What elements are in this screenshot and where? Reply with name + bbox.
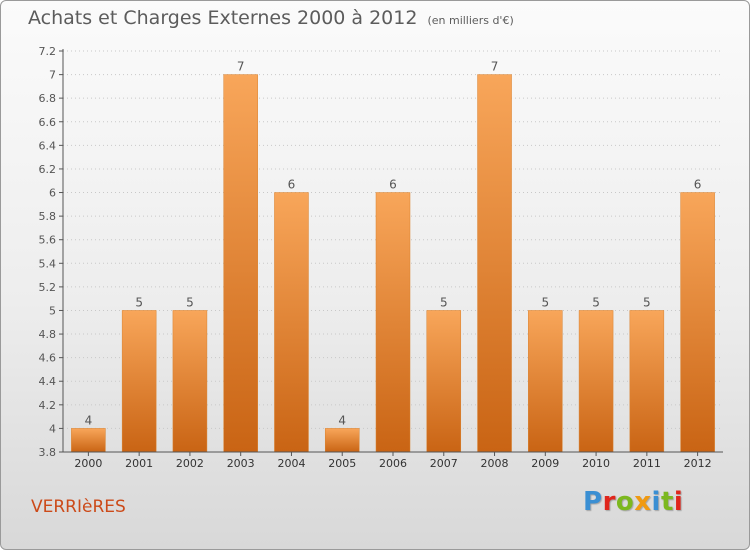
- axes: [59, 49, 723, 456]
- data-label: 5: [592, 295, 600, 309]
- y-tick-label: 6.4: [39, 139, 57, 152]
- logo-letter: r: [602, 487, 616, 517]
- data-label: 5: [135, 295, 143, 309]
- x-tick-label: 2001: [125, 457, 153, 470]
- data-label: 7: [491, 60, 499, 74]
- data-label: 6: [288, 178, 296, 192]
- data-label: 5: [643, 295, 651, 309]
- x-tick-label: 2007: [430, 457, 458, 470]
- x-tick-label: 2009: [531, 457, 559, 470]
- chart-title: Achats et Charges Externes 2000 à 2012: [28, 7, 418, 29]
- y-tick-label: 5.4: [39, 257, 57, 270]
- x-tick-label: 2011: [633, 457, 661, 470]
- bar: [528, 310, 563, 453]
- logo-letter: x: [634, 487, 652, 517]
- logo-letter: i: [651, 487, 661, 517]
- logo-letter: P: [583, 487, 603, 517]
- labels: 3.8 4 4.2 4.4 4.6 4.8 5 5.2 5.4 5.6 5.8 6 6.2 6.4 6.6 6…: [39, 45, 712, 470]
- data-label: 4: [85, 413, 93, 427]
- y-tick-label: 4.4: [39, 375, 57, 388]
- y-tick-label: 7: [49, 69, 56, 82]
- bar: [324, 428, 360, 453]
- y-tick-label: 4.8: [39, 328, 57, 341]
- bar: [375, 192, 411, 453]
- bar: [426, 310, 462, 453]
- bar: [121, 310, 157, 453]
- x-tick-label: 2003: [227, 457, 255, 470]
- y-tick-label: 5.2: [39, 281, 57, 294]
- bar: [629, 310, 665, 453]
- data-label: 5: [541, 295, 549, 309]
- x-tick-label: 2010: [582, 457, 610, 470]
- x-tick-label: 2002: [176, 457, 204, 470]
- logo-letter: t: [660, 487, 674, 517]
- chart-unit: (en milliers d'€): [427, 14, 514, 27]
- y-tick-label: 5.8: [39, 210, 57, 223]
- y-tick-label: 4.2: [39, 399, 57, 412]
- x-tick-label: 2000: [74, 457, 102, 470]
- bar: [172, 310, 208, 453]
- bars: [71, 74, 715, 453]
- x-tick-label: 2012: [684, 457, 712, 470]
- y-tick-label: 5: [49, 304, 56, 317]
- logo-letter: i: [673, 487, 684, 517]
- proxiti-logo[interactable]: Proxiti: [583, 487, 683, 517]
- data-label: 6: [694, 178, 702, 192]
- x-tick-label: 2008: [481, 457, 509, 470]
- x-tick-label: 2006: [379, 457, 407, 470]
- y-tick-label: 6.8: [39, 92, 57, 105]
- bar: [578, 310, 614, 453]
- bar: [223, 74, 258, 453]
- data-label: 7: [237, 60, 245, 74]
- logo-letter: o: [615, 487, 635, 517]
- commune-name: VERRIèRES: [31, 497, 126, 517]
- y-tick-label: 6.2: [39, 163, 57, 176]
- bar: [477, 74, 512, 453]
- bar: [680, 192, 715, 453]
- x-tick-label: 2004: [277, 457, 305, 470]
- data-label: 5: [440, 295, 448, 309]
- data-label: 4: [338, 413, 346, 427]
- data-label: 6: [389, 178, 397, 192]
- y-tick-label: 6.6: [39, 116, 57, 129]
- y-tick-label: 4.6: [39, 352, 57, 365]
- y-tick-label: 4: [49, 422, 56, 435]
- x-tick-label: 2005: [328, 457, 356, 470]
- chart-title-block: Achats et Charges Externes 2000 à 2012 (e…: [28, 7, 514, 29]
- bar: [274, 192, 309, 453]
- bar: [71, 428, 106, 453]
- data-label: 5: [186, 295, 194, 309]
- y-tick-label: 5.6: [39, 234, 57, 247]
- y-tick-label: 3.8: [39, 446, 57, 459]
- y-tick-label: 6: [49, 187, 56, 200]
- y-tick-label: 7.2: [39, 45, 57, 58]
